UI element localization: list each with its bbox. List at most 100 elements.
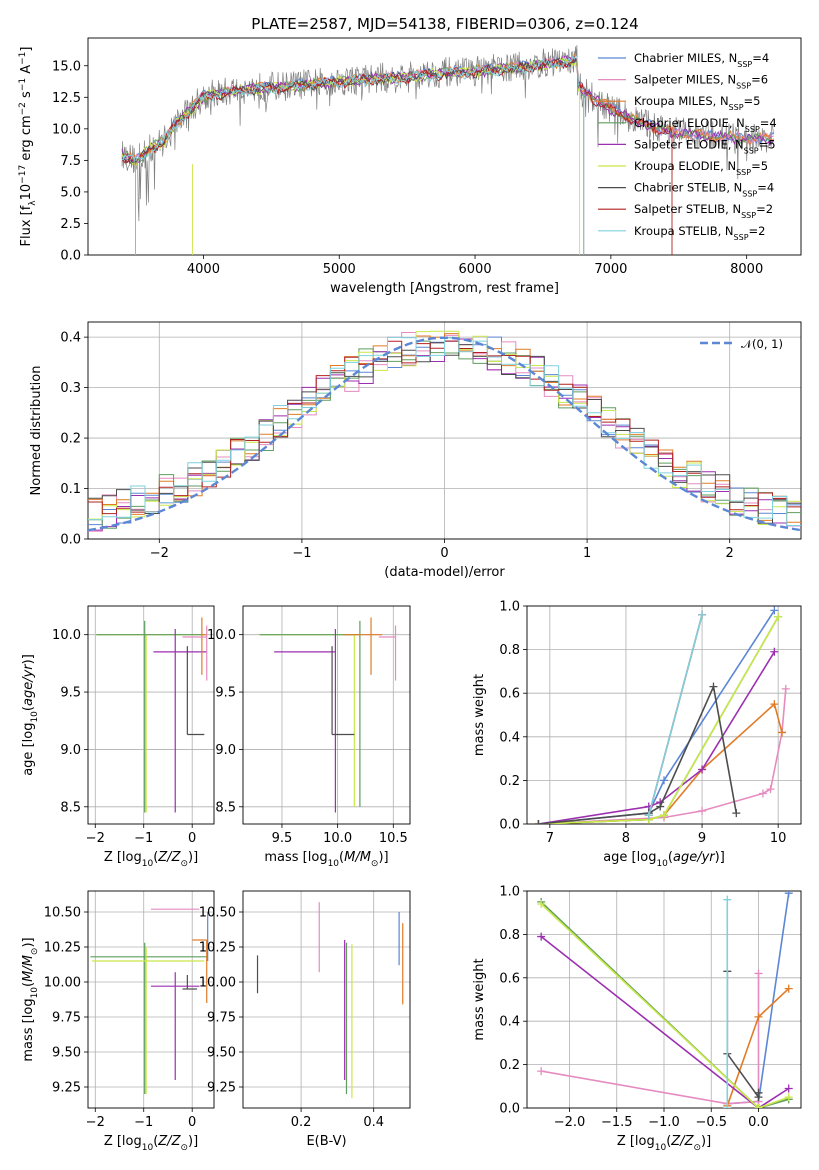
y-tick-label: 7.5 xyxy=(60,154,81,169)
y-tick-label: 10.0 xyxy=(207,628,236,643)
y-tick-label: 15.0 xyxy=(52,59,81,74)
mass_vs_Z-xlabel: Z [log10(Z/Z⊙)] xyxy=(104,1134,198,1153)
spectrum-lines xyxy=(121,45,775,255)
spectrum-axes: 4000 5000 6000 7000 8000 0.0 2.5 5.0 7.5 10.0 12.5… xyxy=(18,37,802,296)
age_vs_mass-xlabel: mass [log10(M/M⊙)] xyxy=(264,850,388,869)
mass_vs_EBV-xlabel: E(B-V) xyxy=(306,1134,346,1149)
errorbar-point xyxy=(151,972,200,1080)
weight-line xyxy=(540,901,789,1108)
weight-marker xyxy=(660,776,668,785)
errorbar-point xyxy=(96,620,203,813)
weight-marker xyxy=(698,610,707,619)
normal-curve xyxy=(88,336,801,532)
x-tick-label: 0.0 xyxy=(748,1115,769,1130)
legend-entry: Salpeter ELODIE, NSSP=5 xyxy=(634,137,776,155)
weight-marker xyxy=(770,700,779,709)
errorbar-point xyxy=(201,617,207,675)
errorbar-point xyxy=(331,646,355,736)
age_vs_mass-axes: 9.5 10.0 10.5 8.5 9.0 9.5 10.0 mass [log10(M/M⊙… xyxy=(207,605,411,869)
x-tick-label: 0.4 xyxy=(363,1115,384,1130)
weight-line xyxy=(540,935,790,1108)
weight-marker xyxy=(537,900,546,909)
y-tick-label: 0.6 xyxy=(499,971,520,986)
legend-entry: Salpeter STELIB, NSSP=2 xyxy=(634,202,773,220)
y-tick-label: 10.00 xyxy=(199,976,236,991)
weight_vs_Z-xlabel: Z [log10(Z/Z⊙)] xyxy=(617,1134,711,1153)
histogram-step xyxy=(88,333,801,523)
weight_vs_age-ylabel: mass weight xyxy=(472,674,487,756)
mass_vs_EBV-frame xyxy=(242,890,411,1109)
weight-marker xyxy=(784,1093,793,1102)
x-tick-label: 9 xyxy=(698,831,706,846)
weight_vs_age-frame xyxy=(526,605,802,825)
weight-line xyxy=(538,609,776,824)
weight-line xyxy=(648,614,703,816)
legend-entry: Chabrier STELIB, NSSP=4 xyxy=(634,181,774,199)
legend-entry: Salpeter MILES, NSSP=6 xyxy=(634,73,768,91)
weight-marker xyxy=(534,820,543,824)
y-tick-label: 0.4 xyxy=(499,730,520,745)
y-tick-label: 0.0 xyxy=(60,249,81,264)
errorbar-point xyxy=(182,975,198,990)
errorbar-point xyxy=(274,628,337,813)
x-tick-label: 7000 xyxy=(594,262,627,277)
y-tick-label: 10.0 xyxy=(52,122,81,137)
y-tick-label: 1.0 xyxy=(499,885,520,900)
residuals-axes: −2 −1 0 1 2 0.0 0.1 0.2 0.3 0.4 (data-model)/error… xyxy=(29,321,802,580)
weight-marker xyxy=(774,612,783,621)
x-tick-label: 7 xyxy=(546,831,554,846)
figure-title: PLATE=2587, MJD=54138, FIBERID=0306, z=0… xyxy=(251,15,638,33)
y-tick-label: 9.5 xyxy=(60,686,81,701)
x-tick-label: −2 xyxy=(86,1115,105,1130)
y-tick-label: 0.2 xyxy=(499,1058,520,1073)
weight_vs_Z-frame xyxy=(526,890,802,1109)
x-tick-label: 9.5 xyxy=(272,831,293,846)
x-tick-label: −2 xyxy=(86,831,105,846)
weight-marker xyxy=(723,895,732,904)
y-tick-label: 0.4 xyxy=(60,331,81,346)
residuals-frame xyxy=(87,321,802,540)
residual-histograms xyxy=(88,330,801,532)
y-tick-label: 9.75 xyxy=(52,1011,81,1026)
weight-line xyxy=(541,973,760,1105)
age_vs_Z-axes: −2 −1 0 8.5 9.0 9.5 10.0 Z [log10(Z/Z⊙)] age [lo… xyxy=(21,605,215,869)
y-tick-label: 0.3 xyxy=(60,381,81,396)
residuals-xlabel: (data-model)/error xyxy=(384,565,505,580)
weight-marker xyxy=(723,1104,732,1108)
x-tick-label: 10.0 xyxy=(323,831,352,846)
age_vs_mass-frame xyxy=(242,605,411,825)
x-tick-label: 0 xyxy=(188,1115,196,1130)
legend-entry: Kroupa ELODIE, NSSP=5 xyxy=(634,159,768,177)
errorbar-point xyxy=(90,942,208,1094)
y-tick-label: 5.0 xyxy=(60,185,81,200)
weight-line xyxy=(540,903,789,1108)
y-tick-label: 8.5 xyxy=(60,800,81,815)
x-tick-label: −1 xyxy=(134,831,153,846)
y-tick-label: 12.5 xyxy=(52,91,81,106)
weight_vs_Z-lines xyxy=(537,891,793,1108)
x-tick-label: 8000 xyxy=(730,262,763,277)
x-tick-label: −1 xyxy=(292,546,311,561)
mass_vs_EBV-points xyxy=(256,902,404,1099)
weight_vs_Z-axes: −2.0 −1.5 −1.0 −0.5 0.0 0.0 0.2 0.4 0.6 0.8 1.0 Z [… xyxy=(472,885,802,1153)
y-tick-label: 0.0 xyxy=(499,818,520,833)
weight-marker xyxy=(766,785,775,794)
x-tick-label: 10 xyxy=(770,831,787,846)
y-tick-label: 0.0 xyxy=(60,533,81,548)
x-tick-label: −1 xyxy=(134,1115,153,1130)
y-tick-label: 0.2 xyxy=(499,774,520,789)
errorbar-point xyxy=(91,947,205,1094)
weight-marker xyxy=(709,682,718,691)
y-tick-label: 9.75 xyxy=(207,1011,236,1026)
y-tick-label: 9.0 xyxy=(60,743,81,758)
histogram-step xyxy=(88,330,801,525)
weight-marker xyxy=(537,932,546,941)
x-tick-label: 8 xyxy=(622,831,630,846)
weight-marker xyxy=(784,984,793,993)
y-tick-label: 9.25 xyxy=(207,1081,236,1096)
spectrum-ylabel: Flux [fλ10−17 erg cm−2 s−1 A−1] xyxy=(18,47,38,247)
weight_vs_age-lines xyxy=(534,606,790,824)
model-line xyxy=(121,55,581,255)
weight_vs_age-xlabel: age [log10(age/yr)] xyxy=(603,850,725,869)
model-line xyxy=(121,55,775,169)
